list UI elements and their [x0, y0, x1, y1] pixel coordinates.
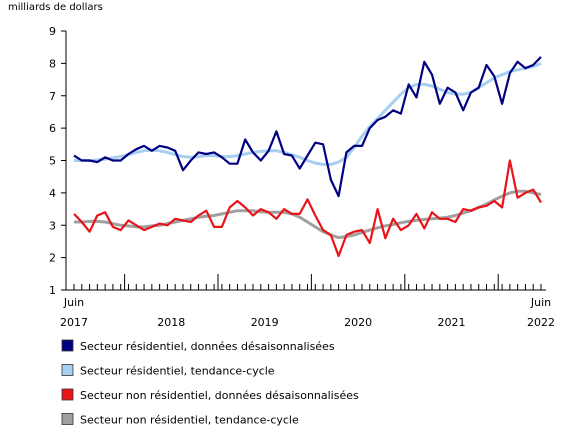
legend-label: Secteur résidentiel, tendance-cycle	[80, 365, 275, 378]
y-tick-label: 7	[49, 90, 56, 103]
y-tick-label: 6	[49, 122, 56, 135]
legend-swatch	[61, 364, 74, 376]
x-tick-label: Juin	[530, 296, 551, 309]
x-tick-label: Juin	[63, 296, 84, 309]
legend-swatch	[61, 388, 74, 401]
series-line	[74, 62, 542, 166]
legend-swatch	[61, 413, 74, 425]
legend-label: Secteur non résidentiel, données désaiso…	[80, 389, 359, 402]
series-line	[73, 159, 542, 258]
legend-swatch	[61, 339, 74, 352]
y-tick-label: 9	[49, 25, 56, 38]
year-label: 2022	[527, 316, 555, 329]
legend-label: Secteur résidentiel, données désaisonnal…	[80, 340, 335, 353]
year-label: 2018	[157, 316, 185, 329]
year-label: 2021	[437, 316, 465, 329]
series-line	[73, 56, 542, 198]
year-label: 2017	[60, 316, 88, 329]
year-label: 2020	[344, 316, 372, 329]
y-axis-label: milliards de dollars	[8, 2, 103, 13]
y-tick-label: 4	[49, 187, 56, 200]
y-tick-label: 8	[49, 57, 56, 70]
y-tick-label: 5	[49, 155, 56, 168]
y-tick-label: 3	[49, 219, 56, 232]
y-tick-label: 2	[49, 252, 56, 265]
y-tick-label: 1	[49, 284, 56, 297]
legend-label: Secteur non résidentiel, tendance-cycle	[80, 414, 299, 427]
year-label: 2019	[251, 316, 279, 329]
